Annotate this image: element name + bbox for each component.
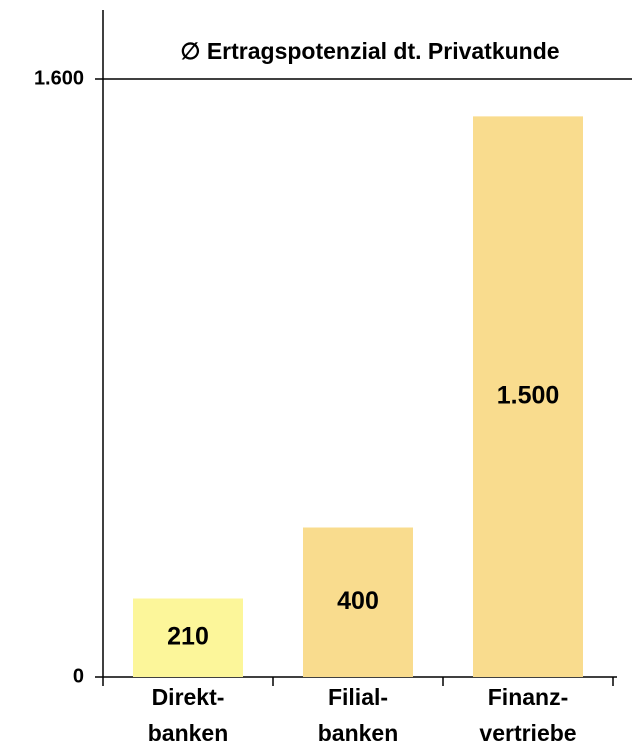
value-label: 210: [167, 622, 209, 650]
value-label: 1.500: [497, 381, 560, 409]
bar: [473, 116, 583, 677]
bar: [133, 598, 243, 677]
y-tick-label: 1.600: [34, 67, 84, 89]
x-tick-label: banken: [148, 720, 229, 746]
y-tick-label: 0: [73, 665, 84, 687]
x-tick-label: Direkt-: [152, 684, 225, 710]
x-tick-label: Finanz-: [488, 684, 569, 710]
bar: [303, 527, 413, 677]
x-tick-label: vertriebe: [479, 720, 576, 746]
x-tick-label: Filial-: [328, 684, 388, 710]
x-tick-label: banken: [318, 720, 399, 746]
chart-title: ∅ Ertragspotenzial dt. Privatkunde: [180, 38, 559, 64]
value-label: 400: [337, 587, 379, 615]
